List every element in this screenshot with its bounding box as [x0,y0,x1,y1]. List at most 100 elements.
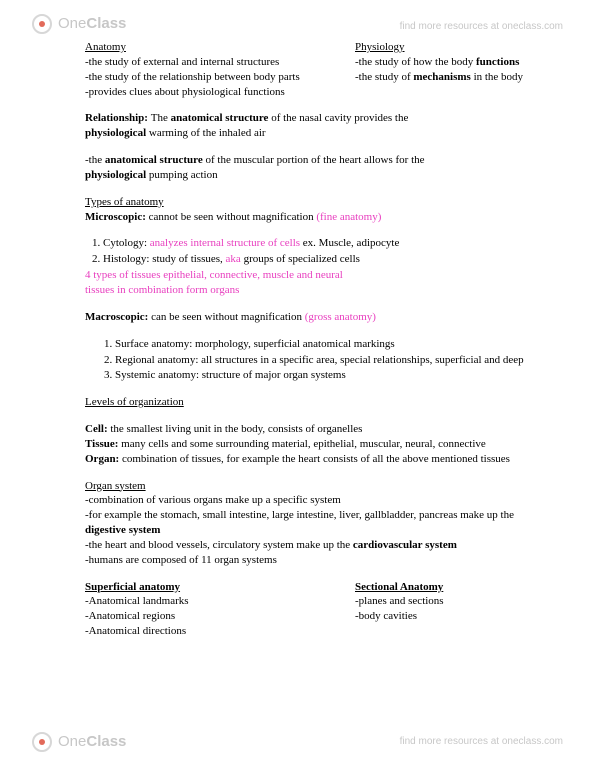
levels-block: Levels of organization Cell: the smalles… [85,395,555,466]
organ-system-heading: Organ system [85,479,555,494]
anatomy-line: -the study of the relationship between b… [85,70,335,85]
brand-text: OneClass [58,14,126,34]
top-link[interactable]: find more resources at oneclass.com [400,20,563,34]
watermark-top: OneClass [32,14,126,34]
text: many cells and some surrounding material… [118,438,485,450]
text: of the nasal cavity provides the [268,112,408,124]
text: ex. Muscle, adipocyte [300,237,399,249]
os-line: -humans are composed of 11 organ systems [85,553,555,568]
text: can be seen without magnification [148,311,304,323]
list-line: -body cavities [355,609,555,624]
watermark-bottom: OneClass [32,732,126,752]
relationship-line: physiological warming of the inhaled air [85,126,555,141]
text: -the study of [355,71,413,83]
page-content: Anatomy -the study of external and inter… [85,40,555,639]
text-bold: Microscopic: [85,211,146,223]
text: pumping action [146,169,218,181]
text-bold: Macroscopic: [85,311,148,323]
brand-one: One [58,15,86,32]
list-line: -Anatomical directions [85,624,335,639]
physiology-title: Physiology [355,40,555,55]
brand-one: One [58,733,86,750]
text-pink: analyzes internal structure of cells [150,237,300,249]
text: -for example the stomach, small intestin… [85,509,514,521]
anatomy-line: -provides clues about physiological func… [85,85,335,100]
os-line: -combination of various organs make up a… [85,493,555,508]
text: Histology: study of tissues, [103,253,226,265]
text-bold: physiological [85,169,146,181]
anatomy-line: -the study of external and internal stru… [85,55,335,70]
relationship-block: Relationship: The anatomical structure o… [85,111,555,182]
list-item: Histology: study of tissues, aka groups … [103,252,555,267]
pink-block: 4 types of tissues epithelial, connectiv… [85,268,555,283]
cell-line: Cell: the smallest living unit in the bo… [85,422,555,437]
text-pink: aka [226,253,241,265]
list-item: Systemic anatomy: structure of major org… [115,368,555,383]
physiology-line: -the study of mechanisms in the body [355,70,555,85]
header-row: Anatomy -the study of external and inter… [85,40,555,99]
text-pink: (fine anatomy) [316,211,381,223]
relationship-line: -the anatomical structure of the muscula… [85,153,555,168]
sectional-col: Sectional Anatomy -planes and sections -… [335,580,555,639]
text-bold: Cell: [85,423,108,435]
bottom-link[interactable]: find more resources at oneclass.com [400,735,563,749]
os-line: -for example the stomach, small intestin… [85,508,555,538]
list-item: Cytology: analyzes internal structure of… [103,236,555,251]
microscopic-line: Microscopic: cannot be seen without magn… [85,210,555,225]
bottom-columns: Superficial anatomy -Anatomical landmark… [85,580,555,639]
brand-class: Class [86,733,126,750]
physiology-column: Physiology -the study of how the body fu… [335,40,555,99]
relationship-line: Relationship: The anatomical structure o… [85,111,555,126]
list-item: Surface anatomy: morphology, superficial… [115,337,555,352]
text-pink: (gross anatomy) [305,311,376,323]
organ-system-block: Organ system -combination of various org… [85,479,555,568]
tissue-line: Tissue: many cells and some surrounding … [85,437,555,452]
types-heading: Types of anatomy [85,195,555,210]
levels-heading: Levels of organization [85,395,555,410]
logo-icon [32,732,52,752]
text-bold: Tissue: [85,438,118,450]
text-bold: cardiovascular system [353,539,457,551]
list-line: -planes and sections [355,594,555,609]
text-bold: anatomical structure [105,154,203,166]
relationship-label: Relationship: [85,112,151,124]
text: Cytology: [103,237,150,249]
text: in the body [471,71,523,83]
physiology-line: -the study of how the body functions [355,55,555,70]
text-bold: digestive system [85,524,160,536]
text: -the study of how the body [355,56,476,68]
macro-list: Surface anatomy: morphology, superficial… [85,337,555,384]
pink-block: tissues in combination form organs [85,283,555,298]
list-line: -Anatomical landmarks [85,594,335,609]
text-bold: functions [476,56,519,68]
text: warming of the inhaled air [146,127,265,139]
macroscopic-line: Macroscopic: can be seen without magnifi… [85,310,555,325]
relationship-line: physiological pumping action [85,168,555,183]
superficial-col: Superficial anatomy -Anatomical landmark… [85,580,335,639]
sectional-heading: Sectional Anatomy [355,580,555,595]
text-bold: anatomical structure [171,112,269,124]
text: groups of specialized cells [241,253,360,265]
types-block: Types of anatomy Microscopic: cannot be … [85,195,555,383]
text-bold: physiological [85,127,146,139]
list-line: -Anatomical regions [85,609,335,624]
text: of the muscular portion of the heart all… [203,154,425,166]
text: the smallest living unit in the body, co… [108,423,363,435]
text: -the heart and blood vessels, circulator… [85,539,353,551]
text: combination of tissues, for example the … [119,453,510,465]
micro-list: Cytology: analyzes internal structure of… [85,236,555,267]
os-line: -the heart and blood vessels, circulator… [85,538,555,553]
brand-class: Class [86,15,126,32]
text: cannot be seen without magnification [146,211,316,223]
organ-line: Organ: combination of tissues, for examp… [85,452,555,467]
text-bold: mechanisms [413,71,470,83]
text: -the [85,154,105,166]
text-bold: Organ: [85,453,119,465]
text: The [151,112,171,124]
anatomy-title: Anatomy [85,40,335,55]
list-item: Regional anatomy: all structures in a sp… [115,353,555,368]
logo-icon [32,14,52,34]
brand-text: OneClass [58,732,126,752]
anatomy-column: Anatomy -the study of external and inter… [85,40,335,99]
superficial-heading: Superficial anatomy [85,580,335,595]
